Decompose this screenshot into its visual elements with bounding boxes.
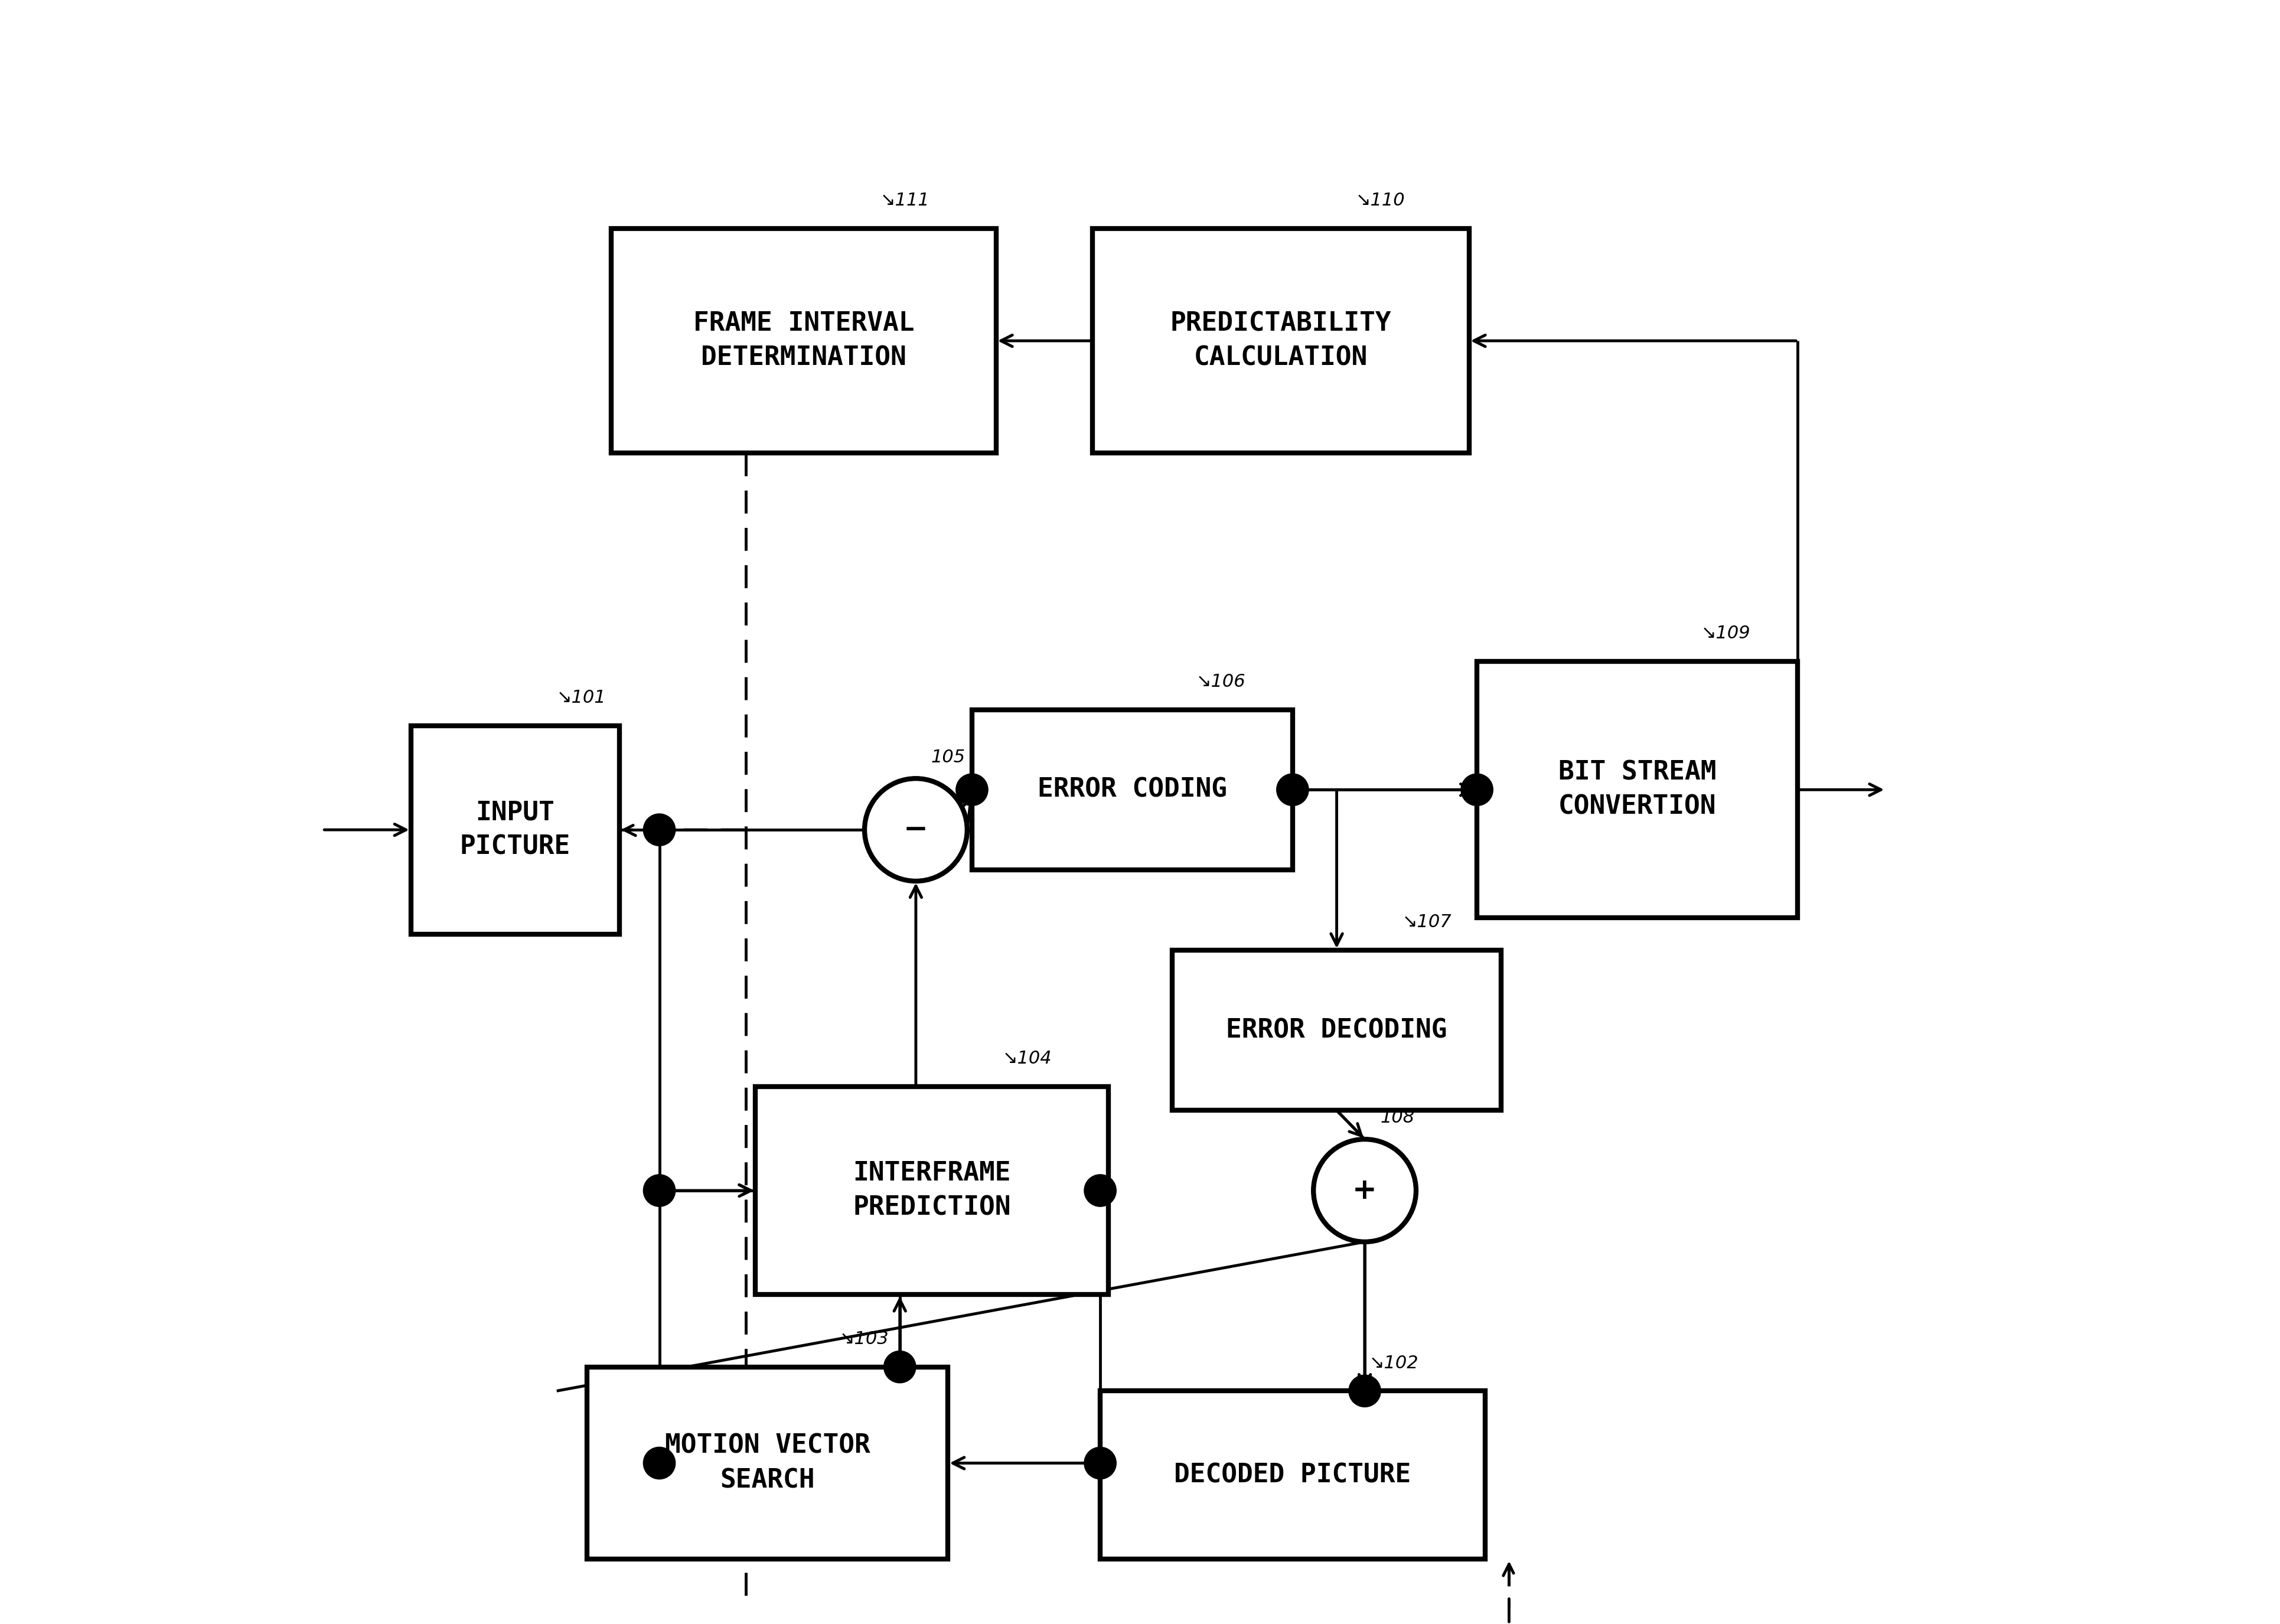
Text: ↘102: ↘102	[1370, 1354, 1418, 1372]
Text: 108: 108	[1379, 1109, 1414, 1127]
Text: −: −	[903, 815, 928, 844]
Circle shape	[864, 778, 967, 882]
FancyBboxPatch shape	[611, 229, 996, 453]
Circle shape	[1277, 773, 1309, 806]
Circle shape	[885, 1351, 917, 1384]
Circle shape	[1313, 1138, 1416, 1242]
FancyBboxPatch shape	[1172, 950, 1500, 1111]
Text: FRAME INTERVAL
DETERMINATION: FRAME INTERVAL DETERMINATION	[693, 310, 914, 370]
FancyBboxPatch shape	[755, 1086, 1108, 1294]
Text: ↘104: ↘104	[1003, 1051, 1051, 1067]
FancyBboxPatch shape	[1477, 661, 1797, 918]
Circle shape	[1461, 773, 1493, 806]
Text: DECODED PICTURE: DECODED PICTURE	[1174, 1463, 1411, 1488]
Text: INTERFRAME
PREDICTION: INTERFRAME PREDICTION	[853, 1161, 1010, 1221]
FancyBboxPatch shape	[1099, 1390, 1484, 1559]
Text: ↘103: ↘103	[839, 1330, 889, 1348]
Text: BIT STREAM
CONVERTION: BIT STREAM CONVERTION	[1557, 760, 1717, 820]
Text: ERROR CODING: ERROR CODING	[1037, 776, 1227, 802]
Text: PREDICTABILITY
CALCULATION: PREDICTABILITY CALCULATION	[1170, 310, 1391, 370]
Text: ↘106: ↘106	[1197, 674, 1245, 690]
Text: +: +	[1352, 1176, 1377, 1205]
Circle shape	[1083, 1447, 1115, 1479]
Text: ↘110: ↘110	[1357, 192, 1404, 209]
Circle shape	[1347, 1376, 1379, 1406]
Circle shape	[955, 773, 987, 806]
Text: ↘101: ↘101	[556, 689, 606, 706]
Circle shape	[643, 1447, 675, 1479]
Circle shape	[643, 1174, 675, 1207]
Text: INPUT
PICTURE: INPUT PICTURE	[461, 801, 570, 859]
Text: ↘109: ↘109	[1701, 625, 1751, 641]
Text: 105: 105	[930, 749, 964, 765]
Text: ↘107: ↘107	[1402, 914, 1452, 931]
FancyBboxPatch shape	[586, 1367, 948, 1559]
Text: MOTION VECTOR
SEARCH: MOTION VECTOR SEARCH	[666, 1434, 871, 1492]
Circle shape	[1083, 1174, 1115, 1207]
Circle shape	[643, 814, 675, 846]
Text: ERROR DECODING: ERROR DECODING	[1227, 1018, 1448, 1043]
FancyBboxPatch shape	[1092, 229, 1468, 453]
FancyBboxPatch shape	[410, 726, 620, 934]
FancyBboxPatch shape	[971, 710, 1293, 870]
Text: ↘111: ↘111	[880, 192, 930, 209]
